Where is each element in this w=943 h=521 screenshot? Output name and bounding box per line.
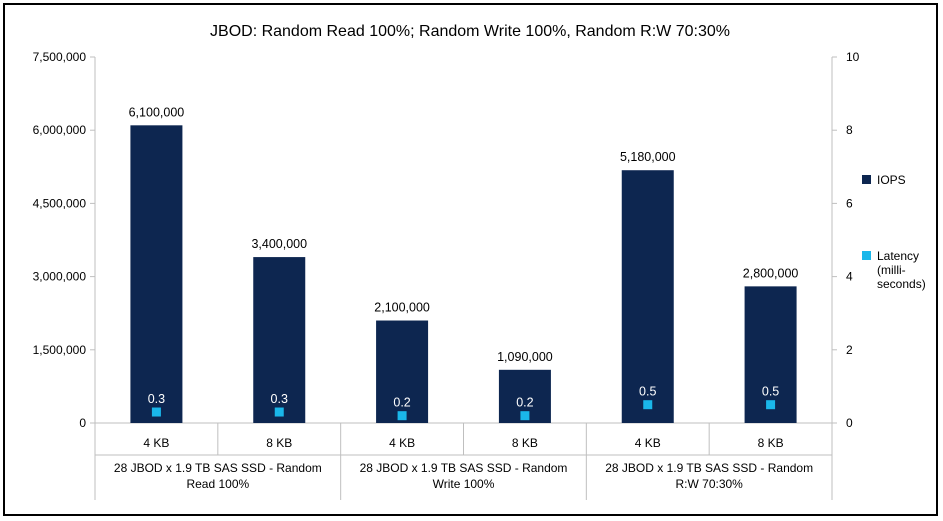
category-label: 8 KB: [266, 436, 292, 450]
bar-iops: [376, 320, 429, 423]
latency-data-label: 0.5: [762, 385, 779, 399]
group-label: 28 JBOD x 1.9 TB SAS SSD - Random: [114, 461, 322, 475]
bar-data-label: 2,100,000: [374, 301, 430, 315]
group-label: Read 100%: [186, 477, 249, 491]
bar-data-label: 6,100,000: [129, 105, 185, 119]
latency-marker: [643, 400, 653, 410]
group-label: 28 JBOD x 1.9 TB SAS SSD - Random: [360, 461, 568, 475]
bar-iops: [130, 125, 183, 423]
left-tick-label: 1,500,000: [33, 343, 87, 357]
right-tick-label: 8: [846, 123, 853, 137]
latency-data-label: 0.2: [516, 396, 533, 410]
left-tick-label: 4,500,000: [33, 196, 87, 210]
right-tick-label: 10: [846, 50, 860, 64]
bar-data-label: 1,090,000: [497, 350, 553, 364]
latency-data-label: 0.3: [271, 392, 288, 406]
left-tick-label: 7,500,000: [33, 50, 87, 64]
left-tick-label: 6,000,000: [33, 123, 87, 137]
right-tick-label: 0: [846, 416, 853, 430]
category-label: 4 KB: [635, 436, 661, 450]
latency-data-label: 0.5: [639, 385, 656, 399]
latency-data-label: 0.3: [148, 392, 165, 406]
legend-latency-label: Latency: [877, 249, 919, 263]
category-label: 4 KB: [143, 436, 169, 450]
category-label: 8 KB: [758, 436, 784, 450]
latency-marker: [274, 407, 284, 417]
group-label: R:W 70:30%: [675, 477, 743, 491]
right-tick-label: 2: [846, 343, 853, 357]
bar-iops: [253, 257, 306, 423]
latency-marker: [151, 407, 161, 417]
left-tick-label: 0: [79, 416, 86, 430]
bar-data-label: 5,180,000: [620, 150, 676, 164]
legend-latency-label: (milli-: [877, 263, 906, 277]
latency-data-label: 0.2: [393, 396, 410, 410]
left-tick-label: 3,000,000: [33, 270, 87, 284]
group-label: 28 JBOD x 1.9 TB SAS SSD - Random: [605, 461, 813, 475]
right-tick-label: 4: [846, 270, 853, 284]
latency-marker: [397, 411, 407, 421]
right-tick-label: 6: [846, 196, 853, 210]
chart-title: JBOD: Random Read 100%; Random Write 100…: [210, 23, 730, 40]
bar-data-label: 2,800,000: [743, 266, 799, 280]
legend-iops-label: IOPS: [877, 173, 906, 187]
latency-marker: [766, 400, 776, 410]
category-label: 4 KB: [389, 436, 415, 450]
bar-data-label: 3,400,000: [251, 237, 307, 251]
group-label: Write 100%: [433, 477, 495, 491]
legend-iops-swatch: [862, 175, 871, 184]
category-label: 8 KB: [512, 436, 538, 450]
bar-iops: [621, 170, 674, 423]
legend-latency-label: seconds): [877, 277, 926, 291]
latency-marker: [520, 411, 530, 421]
legend-latency-swatch: [862, 251, 871, 260]
